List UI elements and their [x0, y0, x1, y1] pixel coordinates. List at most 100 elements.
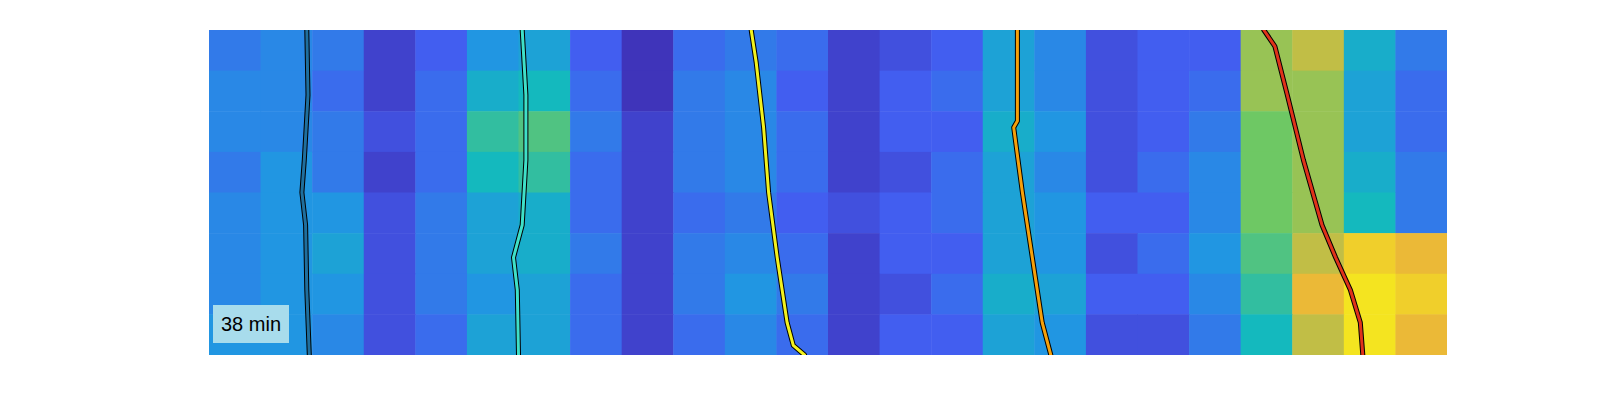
- heatmap-cell: [1138, 30, 1190, 71]
- heatmap-cell: [1344, 152, 1396, 193]
- heatmap-cell: [1034, 193, 1086, 234]
- heatmap-cell: [880, 274, 932, 315]
- heatmap-cell: [415, 111, 467, 152]
- heatmap-cell: [725, 71, 777, 112]
- heatmap-cell: [931, 314, 983, 355]
- heatmap-cell: [1189, 274, 1241, 315]
- chart: 38 min: [0, 0, 1600, 400]
- heatmap-cell: [1086, 233, 1138, 274]
- heatmap-cell: [673, 152, 725, 193]
- heatmap-cell: [467, 30, 519, 71]
- heatmap-cell: [467, 71, 519, 112]
- heatmap-cell: [1292, 71, 1344, 112]
- heatmap-cell: [312, 193, 364, 234]
- heatmap-cell: [570, 314, 622, 355]
- heatmap-cell: [1086, 71, 1138, 112]
- heatmap-cell: [1086, 111, 1138, 152]
- heatmap-cell: [1395, 314, 1447, 355]
- heatmap-cell: [983, 30, 1035, 71]
- heatmap-cell: [1395, 152, 1447, 193]
- heatmap-cell: [1189, 111, 1241, 152]
- heatmap-cell: [312, 274, 364, 315]
- heatmap-cell: [983, 152, 1035, 193]
- heatmap-cell: [1395, 111, 1447, 152]
- heatmap-cell: [983, 314, 1035, 355]
- heatmap-cell: [776, 233, 828, 274]
- heatmap-cell: [931, 233, 983, 274]
- heatmap-cell: [467, 193, 519, 234]
- heatmap-cell: [364, 193, 416, 234]
- heatmap-cell: [415, 314, 467, 355]
- heatmap-cell: [312, 152, 364, 193]
- heatmap-cell: [1292, 30, 1344, 71]
- heatmap-cell: [983, 274, 1035, 315]
- heatmap-cell: [673, 314, 725, 355]
- heatmap-cell: [415, 152, 467, 193]
- heatmap-cell: [312, 314, 364, 355]
- annotation: 38 min: [221, 313, 281, 335]
- heatmap-cell: [312, 71, 364, 112]
- heatmap-cell: [209, 233, 261, 274]
- heatmap-cell: [1344, 111, 1396, 152]
- heatmap-cell: [828, 314, 880, 355]
- heatmap-cell: [1241, 193, 1293, 234]
- heatmap-cell: [1138, 274, 1190, 315]
- heatmap-cell: [209, 193, 261, 234]
- trace-outline: [514, 30, 526, 355]
- heatmap-cell: [776, 193, 828, 234]
- heatmap-cell: [1241, 152, 1293, 193]
- heatmap-cell: [931, 152, 983, 193]
- heatmap-cell: [725, 274, 777, 315]
- heatmap-cell: [1189, 314, 1241, 355]
- heatmap-cell: [570, 71, 622, 112]
- trace-outline: [751, 30, 804, 355]
- heatmap-cell: [519, 193, 571, 234]
- heatmap-cell: [880, 193, 932, 234]
- heatmap-cell: [880, 233, 932, 274]
- heatmap-cell: [931, 111, 983, 152]
- heatmap-cell: [1344, 71, 1396, 112]
- heatmap-cell: [1344, 30, 1396, 71]
- heatmap-cell: [1189, 30, 1241, 71]
- heatmap-cell: [570, 152, 622, 193]
- heatmap-cell: [1138, 152, 1190, 193]
- heatmap-cell: [1395, 274, 1447, 315]
- heatmap-cell: [776, 111, 828, 152]
- heatmap-cell: [1086, 30, 1138, 71]
- heatmap-cell: [622, 193, 674, 234]
- heatmap-cell: [312, 30, 364, 71]
- heatmap-cell: [828, 111, 880, 152]
- heatmap-cell: [1189, 71, 1241, 112]
- heatmap-cell: [209, 152, 261, 193]
- heatmap-cell: [1395, 71, 1447, 112]
- heatmap-cell: [828, 71, 880, 112]
- heatmap-cell: [828, 30, 880, 71]
- heatmap-cell: [415, 274, 467, 315]
- heatmap-cell: [570, 111, 622, 152]
- heatmap-cell: [931, 30, 983, 71]
- heatmap-cell: [673, 233, 725, 274]
- heatmap-cell: [1086, 152, 1138, 193]
- heatmap-cell: [1395, 30, 1447, 71]
- heatmap-cell: [880, 71, 932, 112]
- heatmap-cell: [1138, 233, 1190, 274]
- trace-line: [514, 30, 526, 355]
- heatmap-cell: [364, 30, 416, 71]
- heatmap-cell: [673, 193, 725, 234]
- trace-line: [1014, 30, 1051, 355]
- trace-outline: [302, 30, 309, 355]
- heatmap-cell: [1241, 233, 1293, 274]
- heatmap-cell: [776, 71, 828, 112]
- heatmap-cell: [1344, 233, 1396, 274]
- heatmap-cell: [1034, 30, 1086, 71]
- heatmap-cell: [1241, 274, 1293, 315]
- heatmap-cell: [415, 71, 467, 112]
- heatmap-cell: [931, 193, 983, 234]
- heatmap-cell: [622, 111, 674, 152]
- heatmap-cell: [1189, 193, 1241, 234]
- heatmap-cell: [622, 30, 674, 71]
- heatmap-cell: [415, 30, 467, 71]
- heatmap-cell: [1086, 193, 1138, 234]
- trace-outline: [1014, 30, 1051, 355]
- heatmap-cell: [261, 71, 313, 112]
